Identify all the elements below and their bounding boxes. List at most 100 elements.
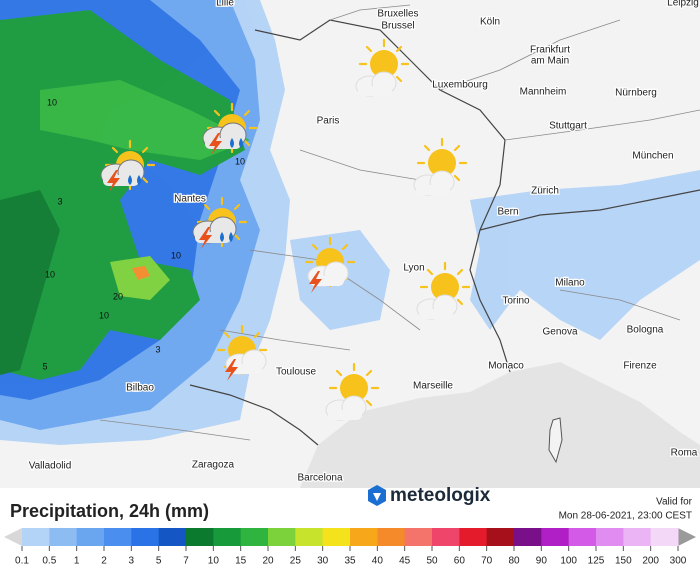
scale-segment <box>131 528 160 546</box>
legend-title: Precipitation, 24h (mm) <box>10 501 209 521</box>
contour-label: 3 <box>57 196 62 206</box>
scale-segment <box>158 528 187 546</box>
contour-label: 5 <box>42 361 47 371</box>
city-label: Roma <box>671 448 698 459</box>
scale-label: 30 <box>317 556 329 567</box>
scale-label: 10 <box>208 556 220 567</box>
scale-label: 40 <box>372 556 384 567</box>
city-label: Nürnberg <box>615 88 657 99</box>
contour-label: 10 <box>171 250 181 260</box>
mediterranean <box>300 362 700 488</box>
scale-label: 50 <box>426 556 438 567</box>
valid-time: Mon 28-06-2021, 23:00 CEST <box>559 511 692 522</box>
contour-label: 10 <box>235 156 245 166</box>
scale-segment <box>486 528 515 546</box>
scale-label: 125 <box>588 556 605 567</box>
scale-segment <box>104 528 132 546</box>
contour-label: 3 <box>155 344 160 354</box>
scale-segment <box>76 528 105 546</box>
scale-label: 60 <box>454 556 466 567</box>
scale-label: 25 <box>290 556 302 567</box>
scale-segment <box>377 528 406 546</box>
scale-arrow-right <box>678 528 696 546</box>
scale-label: 1 <box>74 556 80 567</box>
city-label: Mannheim <box>520 87 567 98</box>
scale-label: 90 <box>536 556 548 567</box>
scale-label: 70 <box>481 556 493 567</box>
city-label: Genova <box>542 327 577 338</box>
scale-label: 0.5 <box>42 556 56 567</box>
contour-label: 20 <box>113 291 123 301</box>
contour-label: 10 <box>47 97 57 107</box>
corsica <box>548 417 563 464</box>
city-label: Valladolid <box>29 461 72 472</box>
contour-label: 10 <box>99 310 109 320</box>
scale-label: 7 <box>183 556 189 567</box>
scale-segment <box>596 528 624 546</box>
city-label: Paris <box>317 116 340 127</box>
scale-segment <box>623 528 652 546</box>
scale-segment <box>514 528 542 546</box>
scale-segment <box>213 528 242 546</box>
scale-segment <box>404 528 433 546</box>
city-label: Bern <box>497 207 518 218</box>
city-label: Brussel <box>381 21 414 32</box>
scale-label: 20 <box>262 556 274 567</box>
scale-segment <box>541 528 570 546</box>
city-label: Stuttgart <box>549 121 587 132</box>
scale-label: 300 <box>670 556 687 567</box>
scale-label: 80 <box>508 556 520 567</box>
scale-segment <box>22 528 50 546</box>
city-label: Köln <box>480 17 500 28</box>
brand: meteologix <box>390 485 491 506</box>
scale-segment <box>268 528 296 546</box>
city-label: Bilbao <box>126 383 154 394</box>
scale-label: 0.1 <box>15 556 29 567</box>
scale-segment <box>49 528 78 546</box>
city-label: Luxembourg <box>432 80 488 91</box>
scale-segment <box>459 528 488 546</box>
city-label: Zaragoza <box>192 460 235 471</box>
city-label: Zürich <box>531 186 559 197</box>
city-label: Frankfurt <box>530 45 570 56</box>
city-label: Leipzig <box>667 0 699 9</box>
city-label: Toulouse <box>276 367 316 378</box>
scale-arrow-left <box>4 528 22 546</box>
city-label: Barcelona <box>297 473 342 484</box>
city-label: Monaco <box>488 361 524 372</box>
city-label: am Main <box>531 56 569 67</box>
city-label: Nantes <box>174 194 206 205</box>
city-label: Bruxelles <box>377 9 418 20</box>
contour-label: 10 <box>45 269 55 279</box>
city-label: Lyon <box>403 263 424 274</box>
scale-label: 45 <box>399 556 411 567</box>
scale-label: 5 <box>156 556 162 567</box>
scale-segment <box>568 528 597 546</box>
scale-label: 200 <box>642 556 659 567</box>
scale-label: 100 <box>560 556 577 567</box>
scale-label: 15 <box>235 556 247 567</box>
scale-label: 150 <box>615 556 632 567</box>
scale-segment <box>240 528 269 546</box>
scale-segment <box>350 528 378 546</box>
scale-segment <box>295 528 324 546</box>
valid-label: Valid for <box>656 497 693 508</box>
city-label: Firenze <box>623 361 657 372</box>
scale-label: 3 <box>129 556 135 567</box>
city-label: Lille <box>216 0 234 9</box>
borders <box>99 4 700 446</box>
scale-segment <box>432 528 460 546</box>
city-label: Torino <box>502 296 530 307</box>
city-label: Marseille <box>413 381 453 392</box>
scale-label: 35 <box>344 556 356 567</box>
city-label: Milano <box>555 278 585 289</box>
scale-segment <box>322 528 351 546</box>
city-label: München <box>632 151 673 162</box>
city-label: Bologna <box>627 325 664 336</box>
scale-segment <box>186 528 214 546</box>
brand-logo <box>368 485 386 506</box>
precipitation <box>0 0 700 445</box>
scale-segment <box>650 528 679 546</box>
scale-label: 2 <box>101 556 107 567</box>
